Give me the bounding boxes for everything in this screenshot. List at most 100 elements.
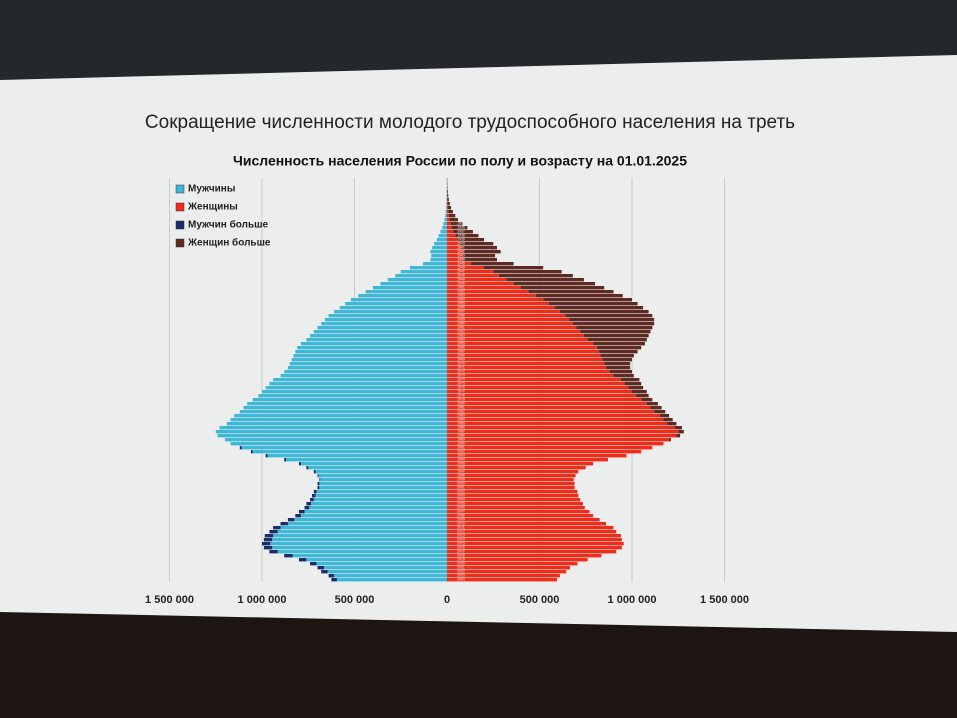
female-bar — [447, 318, 570, 322]
female-excess — [583, 334, 649, 338]
male-bar — [324, 318, 447, 322]
female-excess — [678, 430, 684, 434]
female-excess — [598, 350, 638, 354]
male-bar — [336, 578, 447, 582]
female-excess — [674, 426, 682, 430]
female-bar — [447, 286, 521, 290]
female-excess — [669, 438, 671, 442]
female-bar — [447, 302, 549, 306]
category-label: 1929 — [457, 198, 465, 202]
female-bar — [447, 250, 464, 254]
female-bar — [447, 570, 567, 574]
male-bar — [277, 550, 447, 554]
male-bar — [292, 554, 447, 558]
category-label: 1924 — [457, 178, 465, 182]
category-label: 1961 — [457, 326, 465, 330]
male-bar — [442, 226, 447, 230]
male-bar — [320, 478, 447, 482]
legend-label: Мужчин больше — [188, 219, 268, 231]
female-bar — [447, 510, 590, 514]
male-bar — [315, 470, 447, 474]
female-excess — [528, 290, 614, 294]
category-label: 1962 — [457, 330, 465, 334]
male-bar — [318, 474, 447, 478]
female-bar — [447, 454, 627, 458]
male-excess — [284, 554, 293, 558]
male-bar — [226, 422, 447, 426]
female-excess — [506, 278, 584, 282]
female-bar — [447, 230, 454, 234]
female-excess — [676, 434, 681, 438]
male-bar — [269, 382, 447, 386]
category-label: 2016 — [457, 546, 465, 550]
male-excess — [311, 494, 316, 498]
category-label: 2015 — [457, 542, 465, 546]
male-excess — [317, 486, 320, 490]
category-label: 1950 — [457, 282, 465, 286]
category-label: 2020 — [457, 562, 465, 566]
female-excess — [471, 262, 514, 266]
male-bar — [313, 498, 447, 502]
male-bar — [395, 274, 447, 278]
category-label: 1981 — [457, 406, 465, 410]
category-label: 1957 — [457, 310, 465, 314]
male-excess — [328, 574, 335, 578]
x-tick-label: 0 — [444, 594, 450, 606]
category-label: 2024 — [457, 578, 465, 582]
female-bar — [447, 354, 601, 358]
category-label: 2021 — [457, 566, 465, 570]
female-excess — [620, 378, 640, 382]
male-bar — [280, 526, 447, 530]
category-label: 1946 — [457, 266, 465, 270]
female-bar — [447, 322, 573, 326]
male-bar — [358, 294, 447, 298]
male-bar — [294, 518, 447, 522]
female-bar — [447, 486, 575, 490]
female-bar — [447, 474, 576, 478]
category-label: 1965 — [457, 342, 465, 346]
female-excess — [457, 238, 484, 242]
category-label: 1943 — [457, 254, 465, 258]
female-bar — [447, 314, 566, 318]
male-bar — [438, 234, 447, 238]
female-bar — [447, 326, 577, 330]
female-excess — [604, 362, 631, 366]
female-bar — [447, 506, 585, 510]
female-bar — [447, 550, 617, 554]
male-excess — [317, 566, 324, 570]
female-excess — [513, 282, 595, 286]
male-bar — [267, 454, 447, 458]
category-label: 1983 — [457, 414, 465, 418]
category-label: 1985 — [457, 422, 465, 426]
male-bar — [328, 314, 447, 318]
male-bar — [308, 466, 447, 470]
female-bar — [447, 414, 660, 418]
male-bar — [270, 542, 447, 546]
female-bar — [447, 402, 647, 406]
male-bar — [430, 258, 447, 262]
category-label: 1936 — [457, 226, 465, 230]
female-excess — [646, 402, 658, 406]
female-excess — [543, 298, 632, 302]
male-excess — [250, 450, 253, 454]
female-bar — [447, 434, 677, 438]
male-bar — [445, 210, 447, 214]
female-excess — [450, 222, 463, 226]
male-bar — [313, 330, 447, 334]
male-excess — [313, 490, 317, 494]
female-bar — [447, 246, 462, 250]
female-bar — [447, 386, 629, 390]
male-bar — [300, 514, 447, 518]
female-bar — [447, 482, 575, 486]
male-excess — [265, 454, 268, 458]
female-excess — [606, 366, 631, 370]
category-label: 1956 — [457, 306, 465, 310]
female-excess — [650, 406, 662, 410]
female-bar — [447, 270, 494, 274]
category-label: 1927 — [457, 190, 465, 194]
female-bar — [447, 266, 484, 270]
male-excess — [310, 562, 317, 566]
female-bar — [447, 470, 579, 474]
category-label: 1937 — [457, 230, 465, 234]
female-bar — [447, 450, 642, 454]
